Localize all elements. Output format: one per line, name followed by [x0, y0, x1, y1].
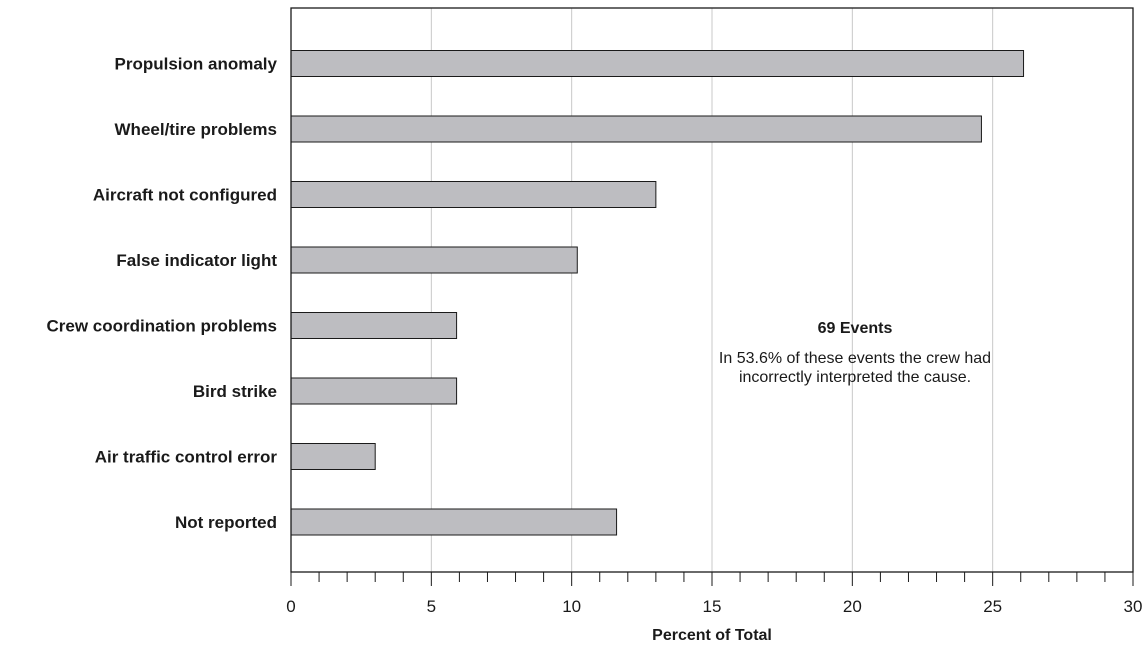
bar [290, 115, 982, 143]
x-tick-label: 20 [843, 597, 862, 616]
category-label: Crew coordination problems [47, 317, 277, 336]
annotation-line: In 53.6% of these events the crew had [719, 350, 991, 367]
bar [290, 508, 618, 536]
x-tick-label: 0 [286, 597, 295, 616]
bar [290, 377, 458, 405]
x-tick-label: 5 [427, 597, 436, 616]
category-label: Aircraft not configured [93, 186, 277, 205]
bar [290, 312, 458, 339]
annotation-title: 69 Events [818, 320, 893, 337]
category-label: Wheel/tire problems [115, 120, 277, 139]
category-label: Not reported [175, 513, 277, 532]
bars [290, 50, 1025, 536]
gridlines [430, 8, 994, 572]
bar [290, 181, 657, 208]
bar [290, 443, 376, 470]
category-labels: Propulsion anomaly Wheel/tire problems Air… [47, 55, 278, 533]
x-axis-title: Percent of Total [652, 627, 772, 644]
category-label: Air traffic control error [95, 448, 278, 467]
x-axis-ticks [290, 572, 1134, 586]
category-label: Bird strike [193, 382, 277, 401]
x-tick-label: 10 [562, 597, 581, 616]
x-tick-label: 30 [1124, 597, 1143, 616]
annotation: 69 Events In 53.6% of these events the c… [719, 320, 991, 386]
bar [290, 246, 578, 274]
category-label: False indicator light [116, 251, 277, 270]
bar [290, 50, 1025, 77]
x-tick-label: 25 [983, 597, 1002, 616]
x-tick-labels: 0 5 10 15 20 25 30 [286, 597, 1142, 616]
category-label: Propulsion anomaly [115, 55, 278, 74]
annotation-line: incorrectly interpreted the cause. [739, 369, 971, 386]
x-tick-label: 15 [703, 597, 722, 616]
